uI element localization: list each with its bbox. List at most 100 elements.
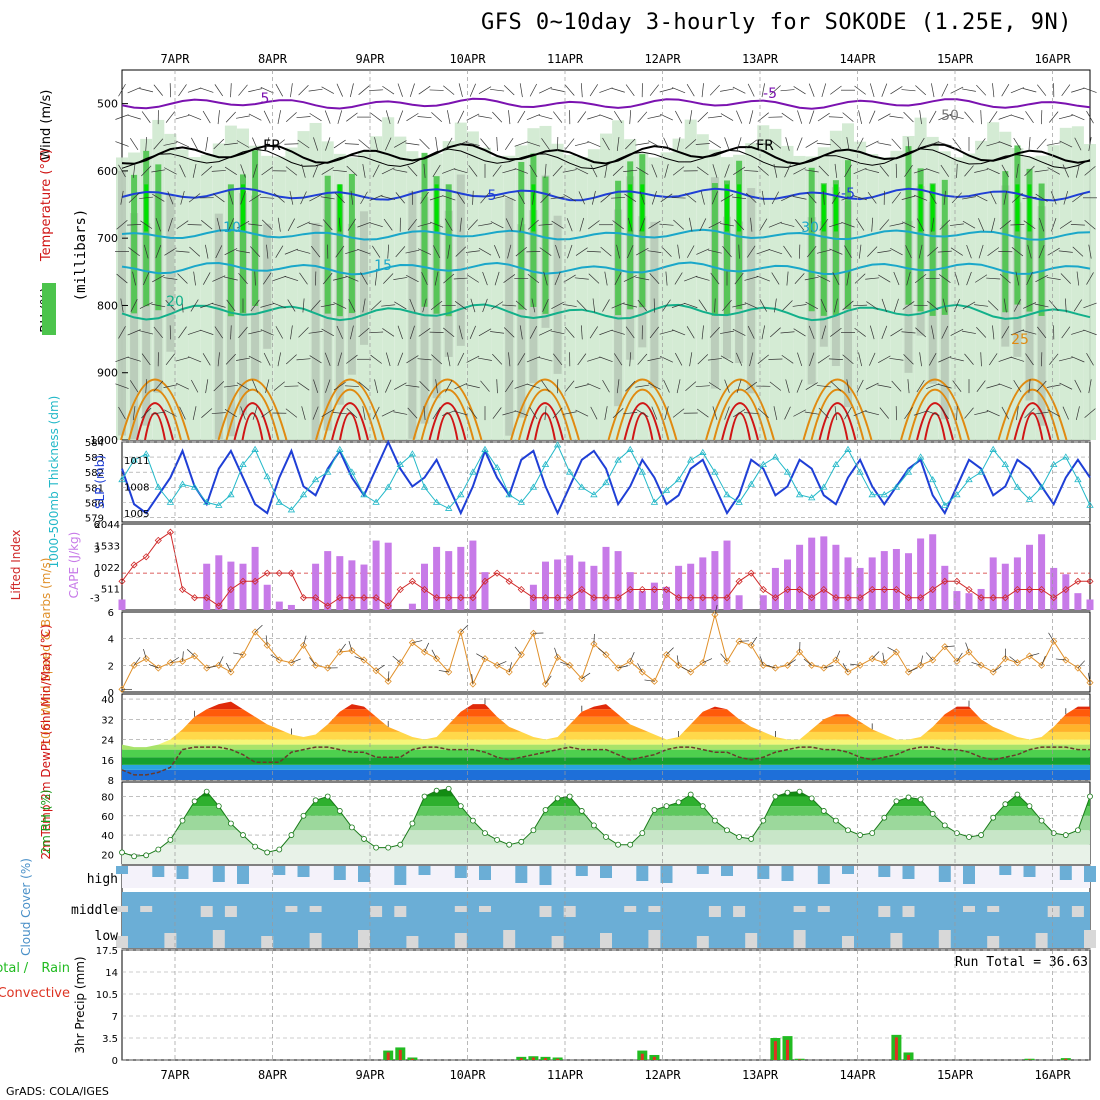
lifted-index-marker <box>1086 577 1094 585</box>
wind-barb <box>553 111 563 123</box>
temp-tick-32: 32 <box>101 715 114 726</box>
rh-shade-light <box>890 150 903 441</box>
wind-barb <box>865 140 879 148</box>
wind-speed-marker <box>312 661 320 669</box>
wind-barb <box>394 140 407 148</box>
wind-barb <box>780 222 795 227</box>
wind-barb-10m <box>392 655 401 663</box>
wind-barb <box>453 410 468 416</box>
precip-convective-bar <box>798 1059 802 1060</box>
wind-barb <box>370 354 382 364</box>
thickness-marker <box>590 491 598 498</box>
wind-barb <box>139 302 153 309</box>
thickness-marker <box>275 498 284 505</box>
wind-barb-10m <box>387 671 390 682</box>
wind-barb <box>1010 87 1025 94</box>
wind-barb <box>940 164 950 177</box>
lifted-index-marker <box>336 594 344 602</box>
wind-speed-marker <box>638 668 646 676</box>
series-line-thickness <box>121 443 1091 511</box>
isotherm-warm-loop <box>810 388 865 441</box>
rh-marker <box>324 793 331 800</box>
wind-barb <box>517 110 526 124</box>
wind-barb <box>1046 142 1061 146</box>
wind-barb <box>769 139 782 149</box>
thickness-marker <box>565 468 574 475</box>
cloud-low-gap <box>890 933 903 948</box>
thickness-marker <box>263 472 271 480</box>
rh-marker <box>784 789 791 796</box>
precip-legend-slash: / <box>24 961 29 976</box>
wind-barb <box>302 298 305 313</box>
cloud-high-cell <box>963 866 975 884</box>
lifted-index-marker <box>166 528 174 536</box>
wind-barb <box>129 380 139 393</box>
wind-barb <box>470 298 476 313</box>
slp-left-tick-580: 580 <box>85 498 104 509</box>
wind-barb <box>320 196 335 200</box>
wind-speed-marker <box>711 611 719 619</box>
cape-ylabel: CAPE (J/kg) <box>67 532 81 599</box>
rh-shade-light <box>963 153 975 441</box>
wind-barb <box>842 354 854 365</box>
wind-barb <box>659 330 674 335</box>
rh-shade-bright <box>434 184 439 232</box>
wind-speed-marker <box>1001 655 1009 663</box>
wind-barb <box>372 406 380 420</box>
wind-barb <box>336 325 343 339</box>
wind-barb <box>816 142 831 146</box>
rh-marker <box>179 817 186 824</box>
wind-barb <box>647 115 662 119</box>
wind-barb <box>128 247 140 257</box>
wind-barb <box>665 271 668 286</box>
wind-barb <box>145 379 148 394</box>
wind-barb <box>950 115 964 120</box>
cloud-mid-gap <box>624 906 637 912</box>
wind-barb <box>504 138 514 150</box>
wind-barb <box>736 352 743 366</box>
wind-barb <box>381 195 396 200</box>
cloud-low-gap <box>842 936 854 948</box>
wind-barb <box>846 379 850 394</box>
wind-barb <box>673 219 685 230</box>
wind-barb <box>821 325 827 340</box>
wind-barb <box>223 142 238 146</box>
lifted-index-marker <box>747 569 755 577</box>
cloud-mid-gap <box>224 906 237 917</box>
rh-marker <box>639 830 646 837</box>
isotherm-line <box>121 97 1091 110</box>
wind-barb <box>503 327 515 338</box>
wind-barb <box>647 357 662 362</box>
thickness-marker <box>711 468 719 475</box>
slp-left-tick-582: 582 <box>85 468 104 479</box>
wind-barb <box>675 110 683 124</box>
wind-barb <box>336 83 343 97</box>
rh-tick-40: 40 <box>101 831 114 842</box>
thickness-marker <box>650 498 659 505</box>
wind-barb <box>248 113 262 121</box>
wind-barb <box>263 352 271 366</box>
cloud-low-gap <box>987 936 1000 948</box>
wind-barb <box>662 299 671 312</box>
cape-bar <box>844 557 852 610</box>
wind-barb <box>454 383 468 390</box>
wind-barb <box>611 87 625 93</box>
wind-barb <box>1013 380 1022 393</box>
lifted-index-marker <box>420 585 429 594</box>
lifted-index-marker <box>251 577 259 585</box>
cape-bar <box>433 546 441 610</box>
wind-barb <box>919 110 922 125</box>
rh-marker <box>990 814 997 821</box>
cloud-row-label-high: high <box>87 872 118 887</box>
wind-speed-line <box>121 614 1091 690</box>
temp-tick-24: 24 <box>101 736 114 747</box>
wind-barb <box>917 218 925 232</box>
lifted-index-marker <box>723 594 731 602</box>
rh-marker <box>131 853 138 860</box>
wind-barb <box>309 194 322 202</box>
wind-barb <box>397 83 403 97</box>
rh-shade-grey <box>311 222 320 440</box>
wind-barb <box>616 379 620 394</box>
rh-shade-grey <box>940 224 949 420</box>
wind-barb <box>230 325 232 340</box>
